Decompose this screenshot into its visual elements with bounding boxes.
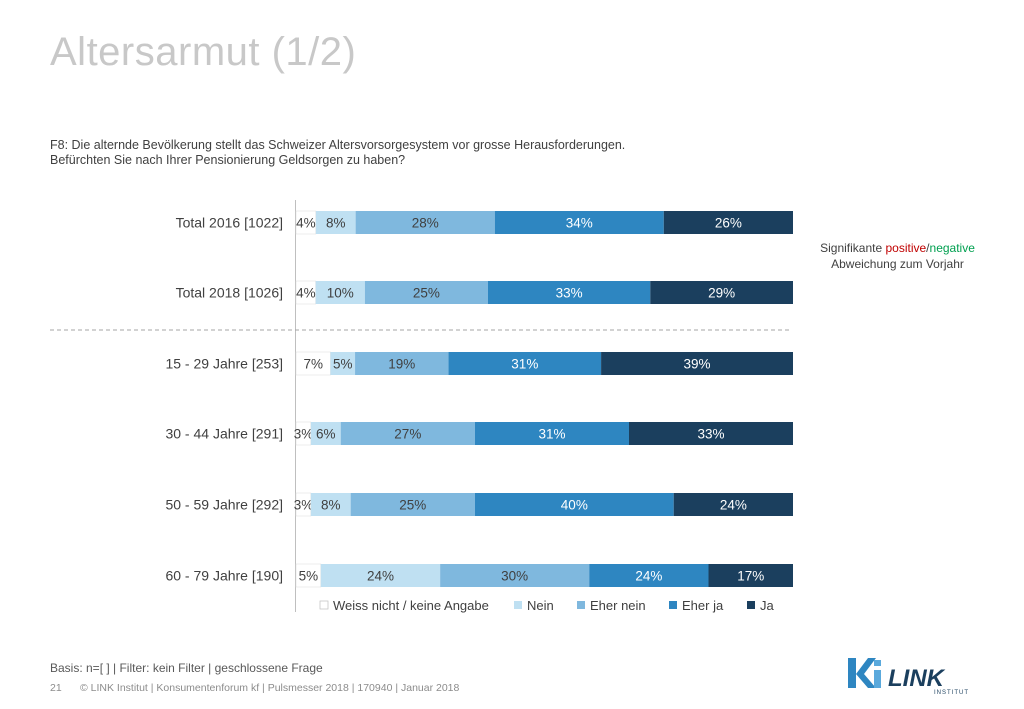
question-line-1: F8: Die alternde Bevölkerung stellt das … bbox=[50, 138, 626, 152]
data-label: 10% bbox=[327, 286, 354, 301]
data-label: 8% bbox=[321, 498, 341, 513]
data-label: 4% bbox=[296, 286, 316, 301]
data-label: 4% bbox=[296, 216, 316, 231]
data-label: 33% bbox=[556, 286, 583, 301]
row-label: Total 2018 [1026] bbox=[176, 285, 283, 301]
note-slash: / bbox=[926, 241, 930, 255]
bar-segment bbox=[494, 211, 664, 234]
data-label: 25% bbox=[399, 498, 426, 513]
legend-label: Nein bbox=[527, 598, 554, 613]
bar-segment bbox=[355, 211, 495, 234]
data-label: 39% bbox=[684, 357, 711, 372]
bar-segment bbox=[340, 422, 475, 445]
legend-swatch bbox=[319, 600, 329, 610]
footer-copyright: 21 © LINK Institut | Konsumentenforum kf … bbox=[50, 682, 459, 694]
data-label: 8% bbox=[326, 216, 346, 231]
data-label: 31% bbox=[538, 427, 565, 442]
row-label: 15 - 29 Jahre [253] bbox=[165, 356, 283, 372]
legend-swatch bbox=[577, 601, 585, 609]
data-label: 7% bbox=[303, 357, 323, 372]
survey-question: F8: Die alternde Bevölkerung stellt das … bbox=[50, 138, 625, 168]
bar-segment bbox=[589, 564, 709, 587]
data-label: 40% bbox=[561, 498, 588, 513]
footer-basis: Basis: n=[ ] | Filter: kein Filter | ges… bbox=[50, 661, 323, 675]
data-label: 34% bbox=[566, 216, 593, 231]
data-label: 33% bbox=[697, 427, 724, 442]
data-label: 19% bbox=[388, 357, 415, 372]
row-label: 60 - 79 Jahre [190] bbox=[165, 568, 283, 584]
stacked-bar-chart: Total 2016 [1022] 4% 8% 28% 34% 26% Total 2018… bbox=[50, 200, 793, 613]
bar-segment bbox=[474, 493, 674, 516]
bar-segment bbox=[310, 493, 351, 516]
bar-segment bbox=[650, 281, 793, 304]
note-positive: positive bbox=[885, 241, 927, 255]
data-label: 5% bbox=[299, 569, 319, 584]
note-line-2: Abweichung zum Vorjahr bbox=[831, 257, 964, 271]
bar-segment bbox=[487, 281, 651, 304]
significance-note: Signifikante positive/negative Abweichun… bbox=[800, 240, 995, 272]
legend-label: Weiss nicht / keine Angabe bbox=[333, 598, 489, 613]
legend-label: Eher nein bbox=[590, 598, 646, 613]
data-label: 24% bbox=[635, 569, 662, 584]
legend-label: Eher ja bbox=[682, 598, 724, 613]
link-institut-logo: LINK INSTITUT bbox=[848, 658, 969, 696]
data-label: 6% bbox=[316, 427, 336, 442]
data-label: 26% bbox=[715, 216, 742, 231]
data-label: 28% bbox=[412, 216, 439, 231]
data-label: 3% bbox=[294, 498, 314, 513]
row-label: Total 2016 [1022] bbox=[176, 215, 283, 231]
bar-segment bbox=[355, 352, 449, 375]
legend-label: Ja bbox=[760, 598, 775, 613]
bar-segment bbox=[310, 422, 341, 445]
legend-swatch bbox=[747, 601, 755, 609]
copyright-text: © LINK Institut | Konsumentenforum kf | … bbox=[80, 682, 460, 694]
row-label: 30 - 44 Jahre [291] bbox=[165, 426, 283, 442]
bar-segment bbox=[628, 422, 793, 445]
legend-swatch bbox=[514, 601, 522, 609]
data-label: 5% bbox=[333, 357, 353, 372]
bar-segment bbox=[601, 352, 793, 375]
data-label: 25% bbox=[413, 286, 440, 301]
note-prefix: Signifikante bbox=[820, 241, 886, 255]
note-negative: negative bbox=[929, 241, 975, 255]
bar-segment bbox=[320, 564, 441, 587]
data-label: 27% bbox=[394, 427, 421, 442]
svg-text:INSTITUT: INSTITUT bbox=[934, 690, 969, 696]
bar-segment bbox=[315, 211, 356, 234]
data-label: 31% bbox=[511, 357, 538, 372]
bar-segment bbox=[315, 281, 365, 304]
data-label: 17% bbox=[737, 569, 764, 584]
bar-segment bbox=[663, 211, 793, 234]
bar-segment bbox=[440, 564, 590, 587]
bar-segment bbox=[474, 422, 629, 445]
bar-segment bbox=[364, 281, 488, 304]
bar-segment bbox=[330, 352, 356, 375]
data-label: 24% bbox=[367, 569, 394, 584]
data-label: 24% bbox=[720, 498, 747, 513]
data-label: 30% bbox=[501, 569, 528, 584]
bar-segment bbox=[448, 352, 602, 375]
page-title: Altersarmut (1/2) bbox=[50, 30, 357, 74]
bar-segment bbox=[350, 493, 475, 516]
page-number: 21 bbox=[50, 682, 62, 694]
data-label: 29% bbox=[708, 286, 735, 301]
bar-segment bbox=[708, 564, 793, 587]
row-label: 50 - 59 Jahre [292] bbox=[165, 497, 283, 513]
question-line-2: Befürchten Sie nach Ihrer Pensionierung … bbox=[50, 153, 406, 167]
legend-swatch bbox=[669, 601, 677, 609]
data-label: 3% bbox=[294, 427, 314, 442]
bar-segment bbox=[673, 493, 793, 516]
svg-text:LINK: LINK bbox=[888, 665, 946, 692]
